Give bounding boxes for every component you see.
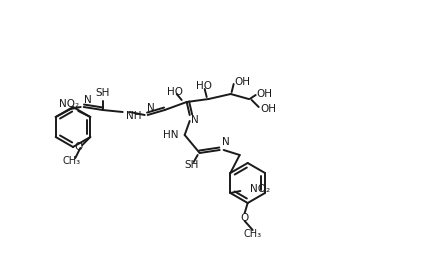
Text: HN: HN: [163, 130, 178, 140]
Text: O: O: [74, 142, 82, 152]
Text: HO: HO: [167, 87, 183, 97]
Text: N: N: [147, 103, 154, 113]
Text: OH: OH: [235, 77, 251, 87]
Text: CH₃: CH₃: [62, 156, 80, 166]
Text: CH₃: CH₃: [244, 229, 262, 239]
Text: N: N: [191, 115, 198, 125]
Text: NH: NH: [126, 111, 141, 121]
Text: O: O: [241, 213, 249, 223]
Text: OH: OH: [257, 89, 273, 99]
Text: NO₂: NO₂: [59, 99, 79, 109]
Text: HO: HO: [196, 81, 212, 91]
Text: N: N: [84, 95, 91, 105]
Text: SH: SH: [184, 160, 199, 170]
Text: N: N: [222, 137, 230, 147]
Text: OH: OH: [261, 104, 277, 114]
Text: NO₂: NO₂: [250, 184, 270, 194]
Text: SH: SH: [96, 88, 110, 98]
